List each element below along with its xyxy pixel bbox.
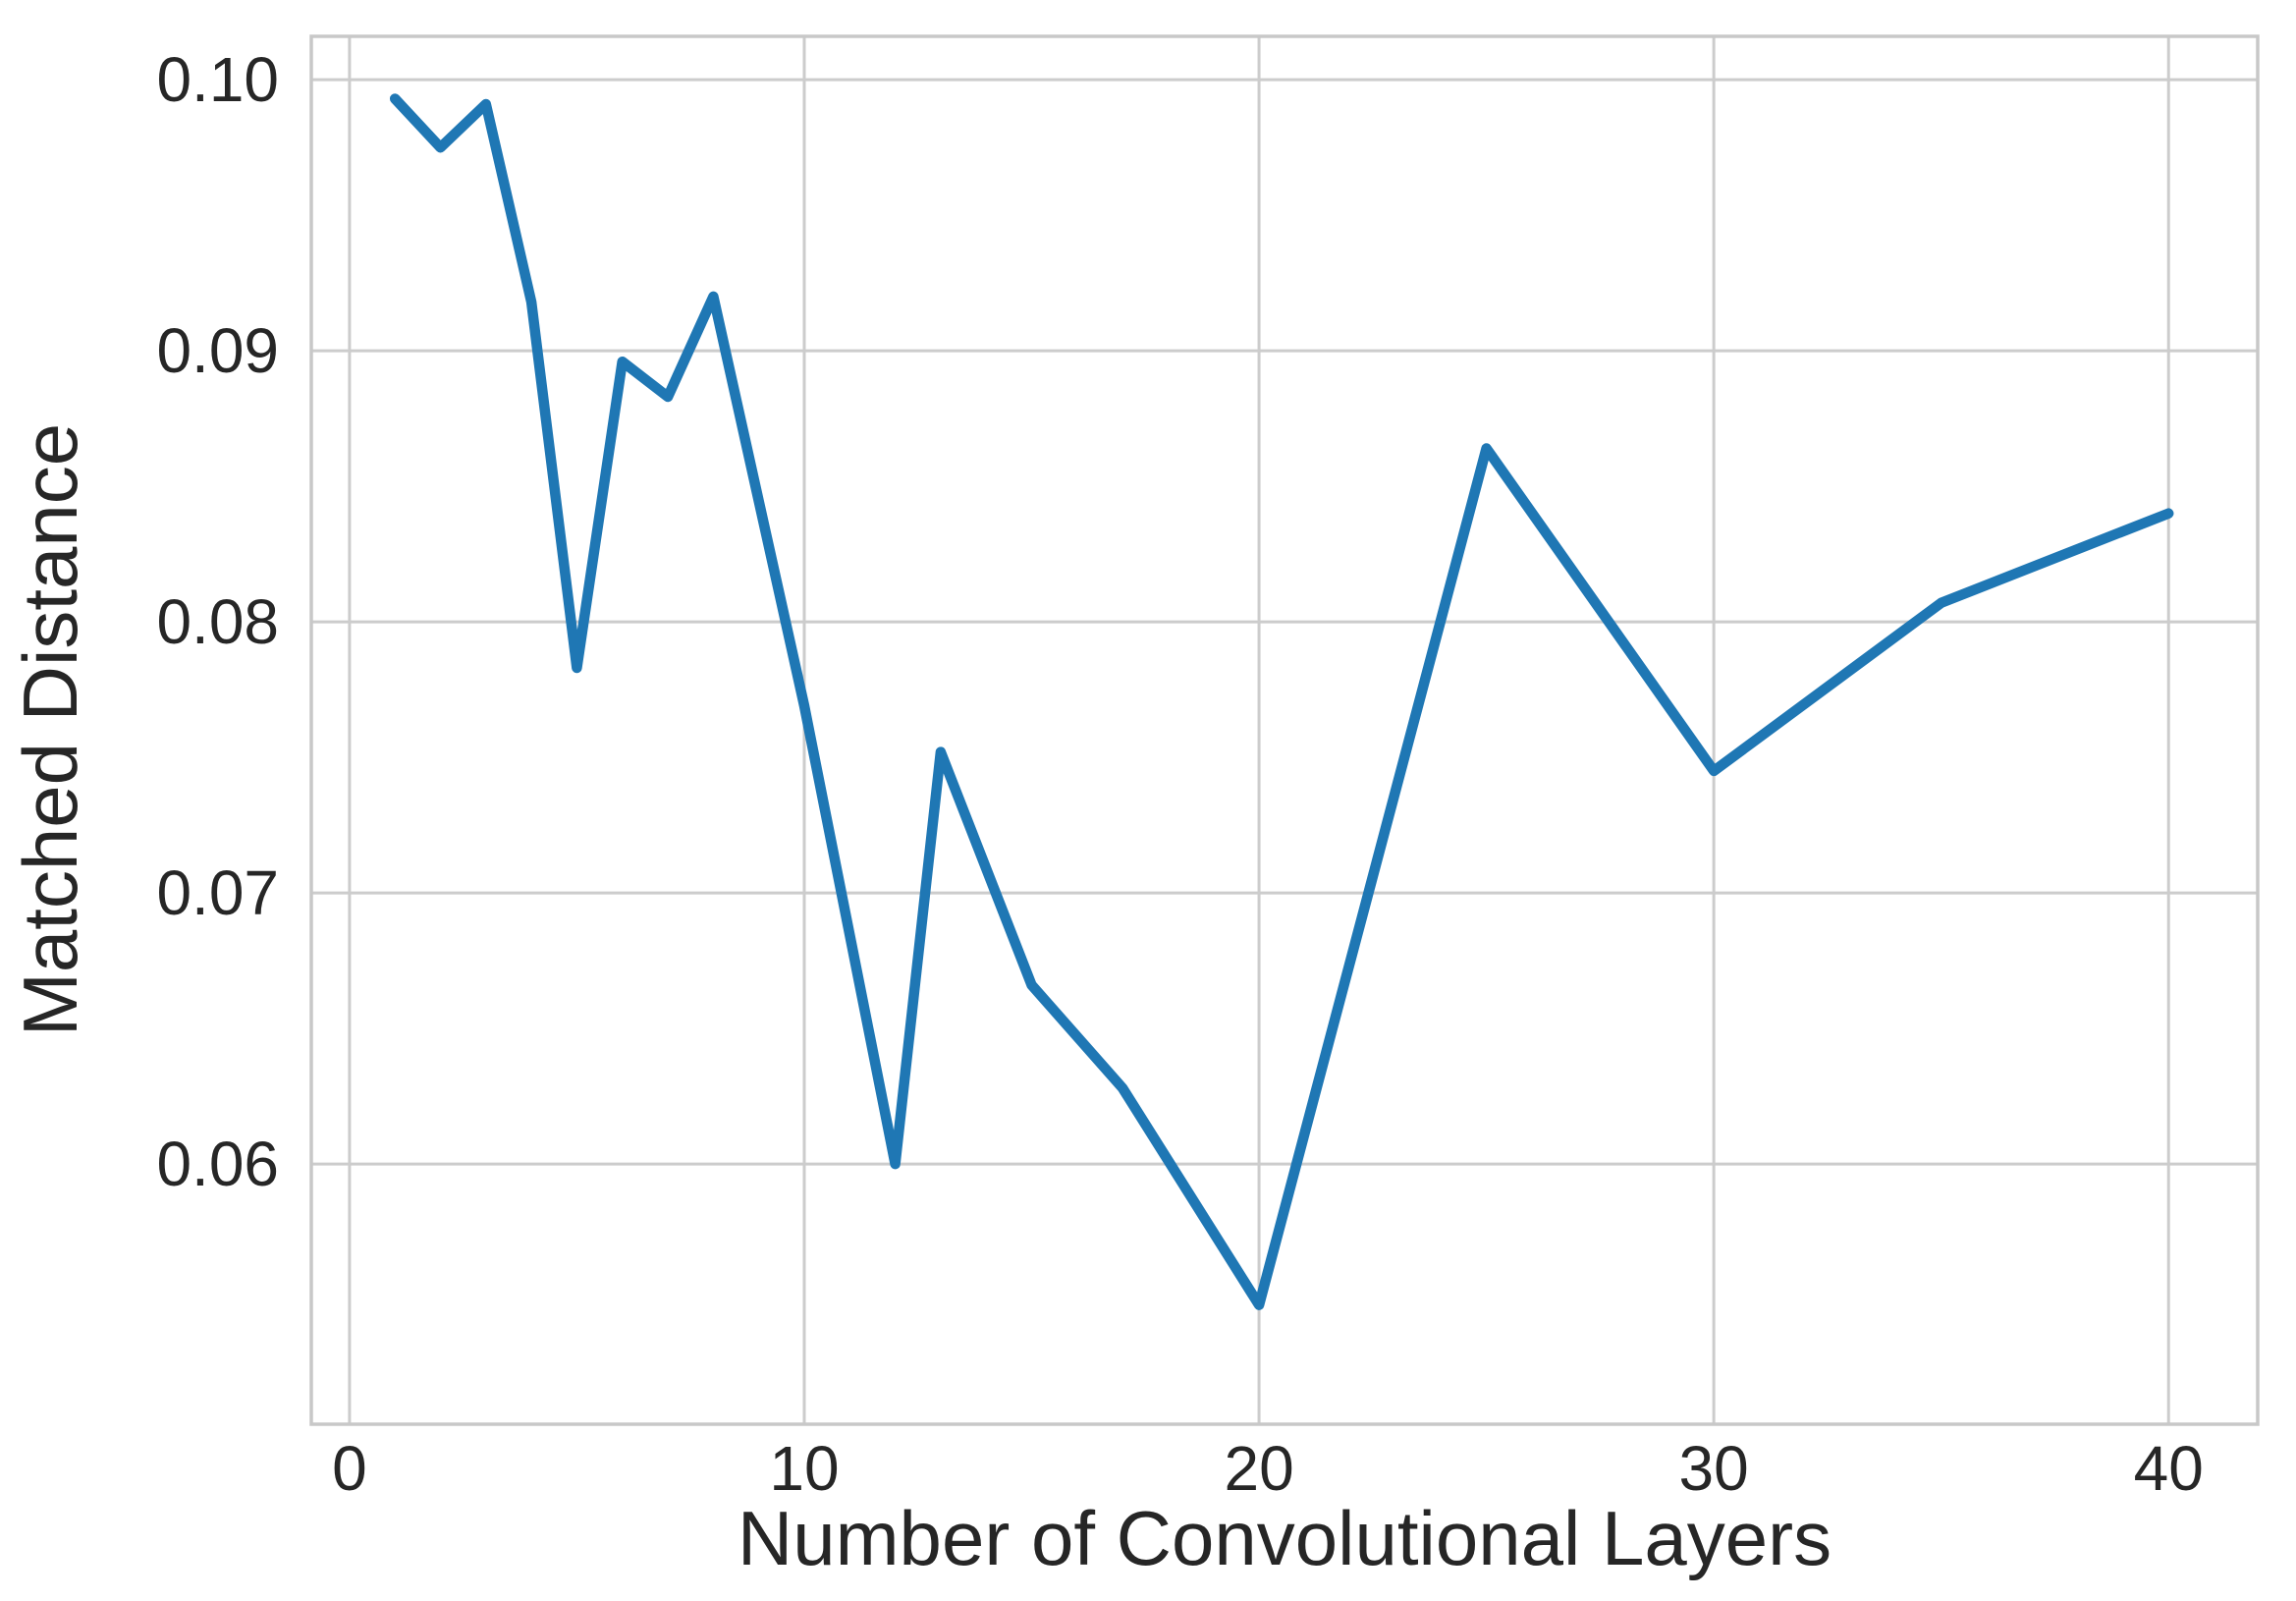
x-tick-label: 40 xyxy=(2134,1433,2204,1504)
y-tick-label: 0.06 xyxy=(156,1129,279,1199)
y-tick-label: 0.08 xyxy=(156,586,279,657)
tick-label-layer: 0 10 20 30 40 0.06 0.07 0.08 0.09 0.10 xyxy=(156,44,2203,1504)
x-tick-label: 30 xyxy=(1679,1433,1749,1504)
plot-border xyxy=(309,34,2260,1426)
x-axis-label: Number of Convolutional Layers xyxy=(738,1495,1831,1581)
x-tick-label: 20 xyxy=(1224,1433,1293,1504)
y-axis-label: Matched Distance xyxy=(7,423,93,1036)
grid-layer xyxy=(311,36,2258,1424)
x-tick-label: 0 xyxy=(332,1433,367,1504)
data-line-matched-distance xyxy=(389,93,2174,1310)
y-tick-label: 0.07 xyxy=(156,857,279,928)
y-tick-label: 0.09 xyxy=(156,315,279,386)
y-tick-label: 0.10 xyxy=(156,44,279,115)
axes-box xyxy=(309,34,2260,1426)
x-tick-label: 10 xyxy=(769,1433,839,1504)
data-series-layer xyxy=(389,93,2174,1310)
